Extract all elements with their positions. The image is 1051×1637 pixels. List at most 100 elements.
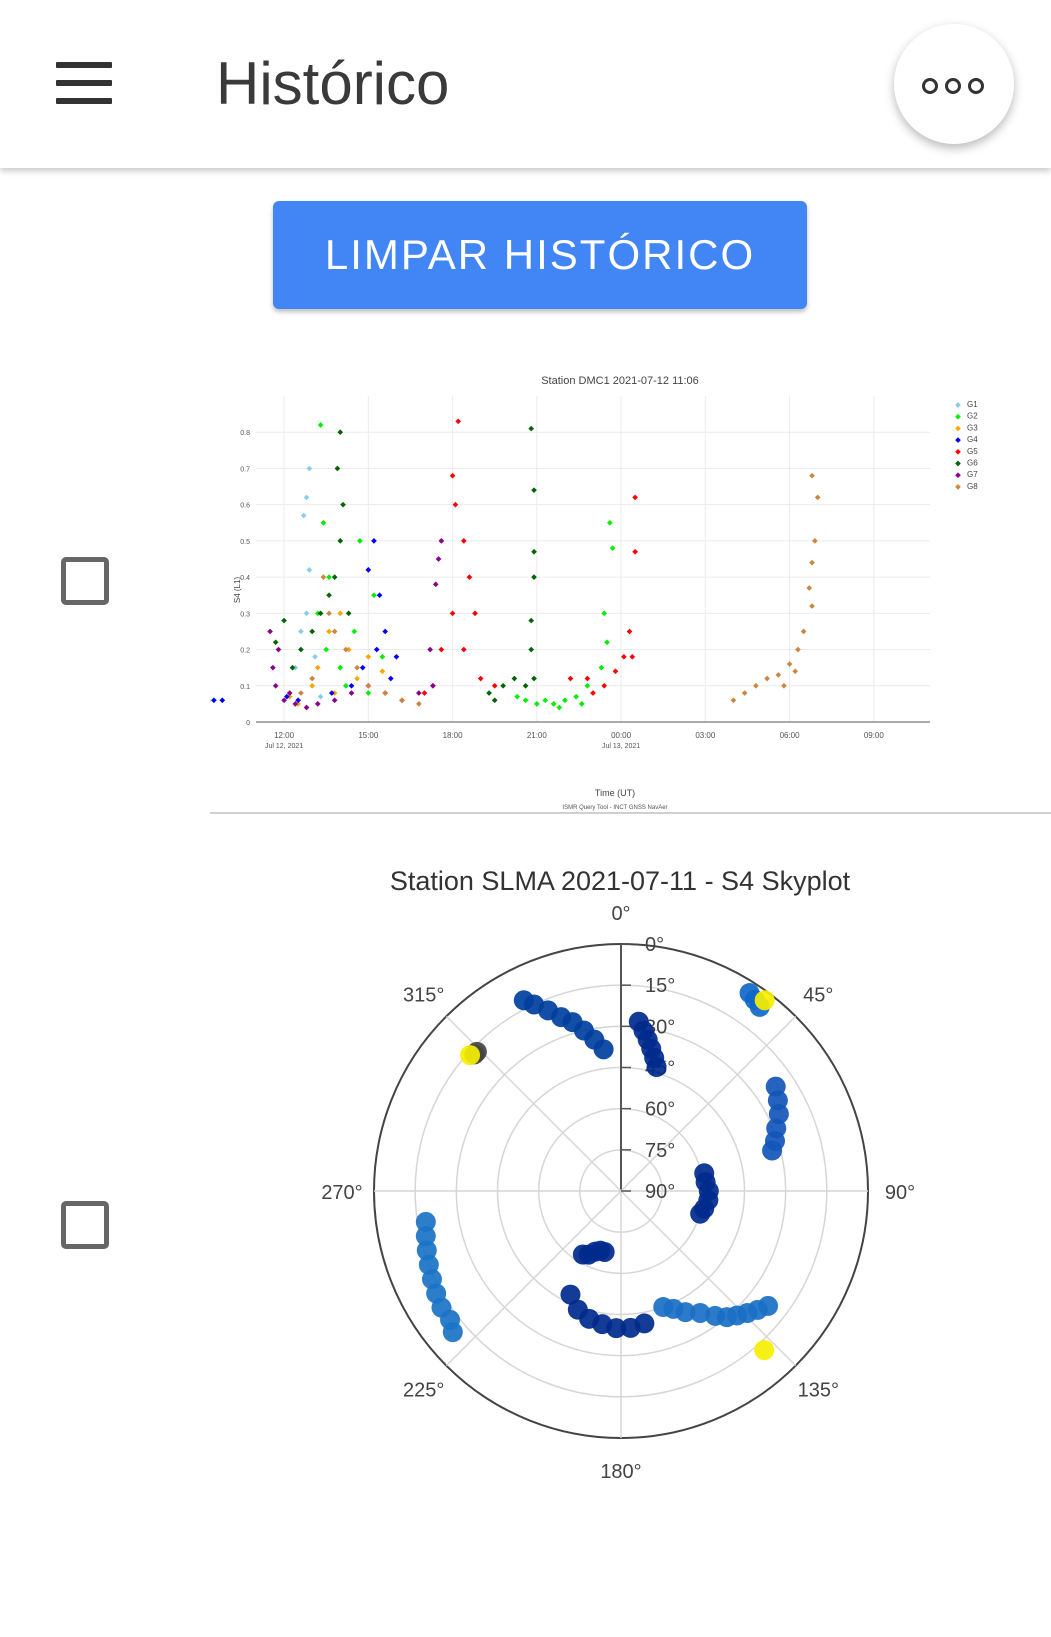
data-point-g7 (314, 701, 321, 707)
hamburger-menu-icon[interactable] (56, 62, 112, 104)
legend-label[interactable]: G3 (967, 423, 978, 432)
data-point-g8 (298, 690, 304, 696)
data-point-g6 (289, 664, 296, 671)
data-point-g6 (522, 682, 529, 689)
data-point-g1 (303, 494, 310, 501)
y-axis-label: S4 (L1) (233, 577, 242, 604)
data-point-g5 (491, 682, 498, 689)
data-point-g6 (340, 501, 346, 508)
data-point-g8 (792, 668, 799, 675)
legend-label[interactable]: G2 (967, 412, 978, 421)
data-point-g5 (452, 501, 459, 508)
radial-tick-label: 75° (645, 1140, 675, 1162)
data-point-g6 (331, 574, 338, 580)
angular-tick-label: 45° (803, 985, 833, 1007)
radial-tick-label: 15° (645, 975, 675, 997)
data-point-g7 (303, 704, 310, 711)
data-point-g5 (438, 646, 445, 653)
data-point-g6 (345, 610, 352, 617)
data-point-g4 (359, 664, 366, 671)
radial-tick-label: 0° (645, 934, 664, 956)
data-point-g2 (351, 628, 358, 635)
legend-label[interactable]: G5 (967, 447, 978, 456)
data-point-g8 (786, 661, 793, 667)
divider (210, 812, 1051, 814)
data-point-g8 (753, 682, 759, 689)
history-chart-slma-skyplot[interactable]: Station SLMA 2021-07-11 - S4 Skyplot 0° 4… (290, 860, 970, 1540)
data-point-g5 (567, 675, 574, 682)
data-point-g6 (486, 690, 492, 696)
data-point-g6 (531, 487, 537, 494)
history-chart-dmc1[interactable]: Station DMC1 2021-07-12 11:06 12:00 Jul 1… (210, 360, 1051, 815)
skyplot-point (690, 1302, 711, 1323)
legend-label[interactable]: G1 (967, 400, 978, 409)
legend-marker (955, 402, 961, 408)
data-point-g8 (809, 559, 815, 566)
data-point-g5 (601, 682, 608, 689)
data-point-g6 (337, 429, 344, 436)
data-point-g6 (531, 675, 537, 682)
angular-tick-label: 315° (403, 985, 444, 1007)
data-point-g8 (814, 494, 821, 501)
data-point-g6 (272, 639, 279, 646)
skyplot-point (460, 1045, 481, 1066)
legend-label[interactable]: G4 (967, 435, 978, 444)
skyplot-point (646, 1057, 667, 1078)
data-point-g7 (430, 682, 436, 689)
skyplot-point (690, 1203, 711, 1224)
history-item-checkbox[interactable] (61, 557, 109, 605)
y-tick-label: 0.2 (240, 648, 250, 655)
data-point-g8 (320, 574, 327, 580)
more-options-button[interactable] (894, 24, 1014, 144)
y-tick-label: 0.5 (240, 539, 250, 546)
skyplot-point (620, 1317, 641, 1338)
data-point-g5 (632, 494, 638, 501)
x-tick-label: 00:00 (611, 731, 632, 740)
data-point-g2 (609, 545, 616, 551)
y-tick-label: 0 (246, 720, 250, 727)
data-point-g8 (806, 585, 813, 591)
history-item-checkbox[interactable] (61, 1201, 109, 1249)
data-point-g4 (219, 697, 226, 704)
x-tick-label: 21:00 (527, 731, 548, 740)
data-point-g7 (427, 646, 433, 653)
legend-label[interactable]: G6 (967, 459, 978, 468)
data-point-g3 (309, 682, 315, 689)
data-point-g7 (270, 664, 276, 671)
legend-marker (955, 413, 961, 420)
data-point-g2 (573, 693, 579, 700)
data-point-g8 (326, 610, 332, 617)
data-point-g5 (590, 690, 596, 696)
data-point-g2 (562, 697, 568, 704)
x-tick-label: 03:00 (695, 731, 716, 740)
legend-marker (955, 437, 961, 443)
data-point-g7 (275, 646, 282, 653)
data-point-g5 (460, 646, 467, 653)
data-point-g2 (601, 610, 608, 617)
legend-label[interactable]: G7 (967, 470, 978, 479)
data-point-g1 (303, 610, 310, 617)
skyplot-point (567, 1299, 588, 1320)
legend-marker (955, 472, 961, 479)
data-point-g7 (435, 556, 442, 562)
legend-marker (955, 460, 961, 467)
skyplot-point (754, 1340, 775, 1361)
data-point-g6 (298, 646, 304, 653)
data-point-g2 (326, 574, 332, 580)
legend-label[interactable]: G8 (967, 482, 978, 491)
data-point-g7 (281, 697, 287, 704)
clear-history-button[interactable]: LIMPAR HISTÓRICO (273, 201, 807, 309)
data-point-g5 (584, 675, 591, 682)
data-point-g4 (365, 567, 372, 573)
radial-tick-label: 60° (645, 1099, 675, 1121)
data-point-g2 (604, 639, 610, 646)
data-point-g6 (309, 628, 315, 635)
data-point-g4 (373, 646, 380, 653)
data-point-g2 (550, 701, 557, 707)
data-point-g2 (379, 653, 386, 660)
skyplot-point (593, 1039, 614, 1060)
skyplot-point (416, 1240, 437, 1261)
data-point-g8 (795, 646, 801, 653)
skyplot-point (653, 1297, 674, 1318)
data-point-g5 (449, 610, 456, 617)
